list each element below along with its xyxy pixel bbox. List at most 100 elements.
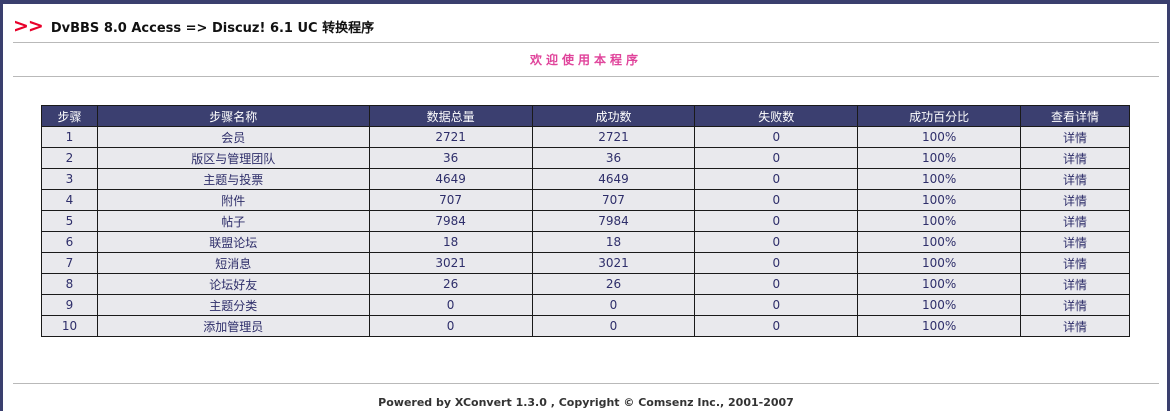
table-row: 6 联盟论坛 18 18 0 100% 详情 xyxy=(41,231,1130,253)
step-name: 短消息 xyxy=(96,252,370,274)
detail-cell: 详情 xyxy=(1020,126,1130,148)
fail-count: 0 xyxy=(694,126,859,148)
fail-count: 0 xyxy=(694,168,859,190)
success-percent: 100% xyxy=(857,168,1022,190)
step-number: 1 xyxy=(41,126,98,148)
step-name: 论坛好友 xyxy=(96,273,370,295)
fail-count: 0 xyxy=(694,147,859,169)
step-number: 6 xyxy=(41,231,98,253)
step-number: 2 xyxy=(41,147,98,169)
success-percent: 100% xyxy=(857,273,1022,295)
window-top-border xyxy=(0,0,1170,4)
table-row: 3 主题与投票 4649 4649 0 100% 详情 xyxy=(41,168,1130,190)
column-header-detail: 查看详情 xyxy=(1020,105,1130,127)
conversion-steps-table: 步骤 步骤名称 数据总量 成功数 失败数 成功百分比 查看详情 1 会员 272… xyxy=(41,105,1130,337)
detail-link[interactable]: 详情 xyxy=(1063,298,1088,313)
column-header-percent: 成功百分比 xyxy=(857,105,1022,127)
step-name: 附件 xyxy=(96,189,370,211)
success-count: 2721 xyxy=(531,126,696,148)
step-name: 添加管理员 xyxy=(96,315,370,337)
detail-cell: 详情 xyxy=(1020,273,1130,295)
welcome-text: 欢迎使用本程序 xyxy=(529,53,642,67)
success-count: 3021 xyxy=(531,252,696,274)
fail-count: 0 xyxy=(694,231,859,253)
detail-cell: 详情 xyxy=(1020,315,1130,337)
success-count: 7984 xyxy=(531,210,696,232)
success-count: 36 xyxy=(531,147,696,169)
table-row: 7 短消息 3021 3021 0 100% 详情 xyxy=(41,252,1130,274)
success-percent: 100% xyxy=(857,252,1022,274)
total-count: 26 xyxy=(368,273,533,295)
step-number: 9 xyxy=(41,294,98,316)
double-arrow-icon: >> xyxy=(13,15,44,37)
detail-cell: 详情 xyxy=(1020,252,1130,274)
window-left-border xyxy=(0,0,3,411)
step-name: 主题与投票 xyxy=(96,168,370,190)
success-percent: 100% xyxy=(857,126,1022,148)
detail-link[interactable]: 详情 xyxy=(1063,319,1088,334)
step-name: 帖子 xyxy=(96,210,370,232)
detail-cell: 详情 xyxy=(1020,147,1130,169)
step-number: 7 xyxy=(41,252,98,274)
detail-link[interactable]: 详情 xyxy=(1063,193,1088,208)
detail-cell: 详情 xyxy=(1020,294,1130,316)
success-percent: 100% xyxy=(857,231,1022,253)
divider-under-welcome xyxy=(13,76,1159,77)
success-count: 18 xyxy=(531,231,696,253)
success-count: 4649 xyxy=(531,168,696,190)
step-number: 4 xyxy=(41,189,98,211)
column-header-total: 数据总量 xyxy=(368,105,533,127)
detail-link[interactable]: 详情 xyxy=(1063,277,1088,292)
detail-cell: 详情 xyxy=(1020,210,1130,232)
table-row: 5 帖子 7984 7984 0 100% 详情 xyxy=(41,210,1130,232)
total-count: 18 xyxy=(368,231,533,253)
table-row: 10 添加管理员 0 0 0 100% 详情 xyxy=(41,315,1130,337)
fail-count: 0 xyxy=(694,273,859,295)
table-row: 2 版区与管理团队 36 36 0 100% 详情 xyxy=(41,147,1130,169)
table-row: 1 会员 2721 2721 0 100% 详情 xyxy=(41,126,1130,148)
step-number: 5 xyxy=(41,210,98,232)
detail-cell: 详情 xyxy=(1020,231,1130,253)
divider-footer xyxy=(13,383,1159,384)
total-count: 2721 xyxy=(368,126,533,148)
page-title: DvBBS 8.0 Access => Discuz! 6.1 UC 转换程序 xyxy=(50,20,375,36)
detail-link[interactable]: 详情 xyxy=(1063,130,1088,145)
detail-link[interactable]: 详情 xyxy=(1063,235,1088,250)
step-number: 8 xyxy=(41,273,98,295)
step-name: 联盟论坛 xyxy=(96,231,370,253)
page-header: >> DvBBS 8.0 Access => Discuz! 6.1 UC 转换… xyxy=(13,14,374,38)
success-percent: 100% xyxy=(857,189,1022,211)
total-count: 0 xyxy=(368,315,533,337)
success-count: 707 xyxy=(531,189,696,211)
success-percent: 100% xyxy=(857,210,1022,232)
total-count: 0 xyxy=(368,294,533,316)
detail-link[interactable]: 详情 xyxy=(1063,172,1088,187)
detail-link[interactable]: 详情 xyxy=(1063,151,1088,166)
fail-count: 0 xyxy=(694,294,859,316)
column-header-step: 步骤 xyxy=(41,105,98,127)
step-name: 会员 xyxy=(96,126,370,148)
total-count: 36 xyxy=(368,147,533,169)
footer-copyright: Powered by XConvert 1.3.0 , Copyright © … xyxy=(378,396,794,409)
fail-count: 0 xyxy=(694,189,859,211)
detail-link[interactable]: 详情 xyxy=(1063,256,1088,271)
fail-count: 0 xyxy=(694,210,859,232)
success-percent: 100% xyxy=(857,294,1022,316)
step-name: 主题分类 xyxy=(96,294,370,316)
success-count: 26 xyxy=(531,273,696,295)
detail-cell: 详情 xyxy=(1020,189,1130,211)
column-header-step-name: 步骤名称 xyxy=(96,105,370,127)
step-number: 3 xyxy=(41,168,98,190)
table-row: 8 论坛好友 26 26 0 100% 详情 xyxy=(41,273,1130,295)
detail-cell: 详情 xyxy=(1020,168,1130,190)
column-header-success: 成功数 xyxy=(531,105,696,127)
table-row: 4 附件 707 707 0 100% 详情 xyxy=(41,189,1130,211)
fail-count: 0 xyxy=(694,315,859,337)
total-count: 3021 xyxy=(368,252,533,274)
total-count: 4649 xyxy=(368,168,533,190)
table-row: 9 主题分类 0 0 0 100% 详情 xyxy=(41,294,1130,316)
detail-link[interactable]: 详情 xyxy=(1063,214,1088,229)
divider-top xyxy=(13,42,1159,43)
success-count: 0 xyxy=(531,315,696,337)
success-percent: 100% xyxy=(857,147,1022,169)
